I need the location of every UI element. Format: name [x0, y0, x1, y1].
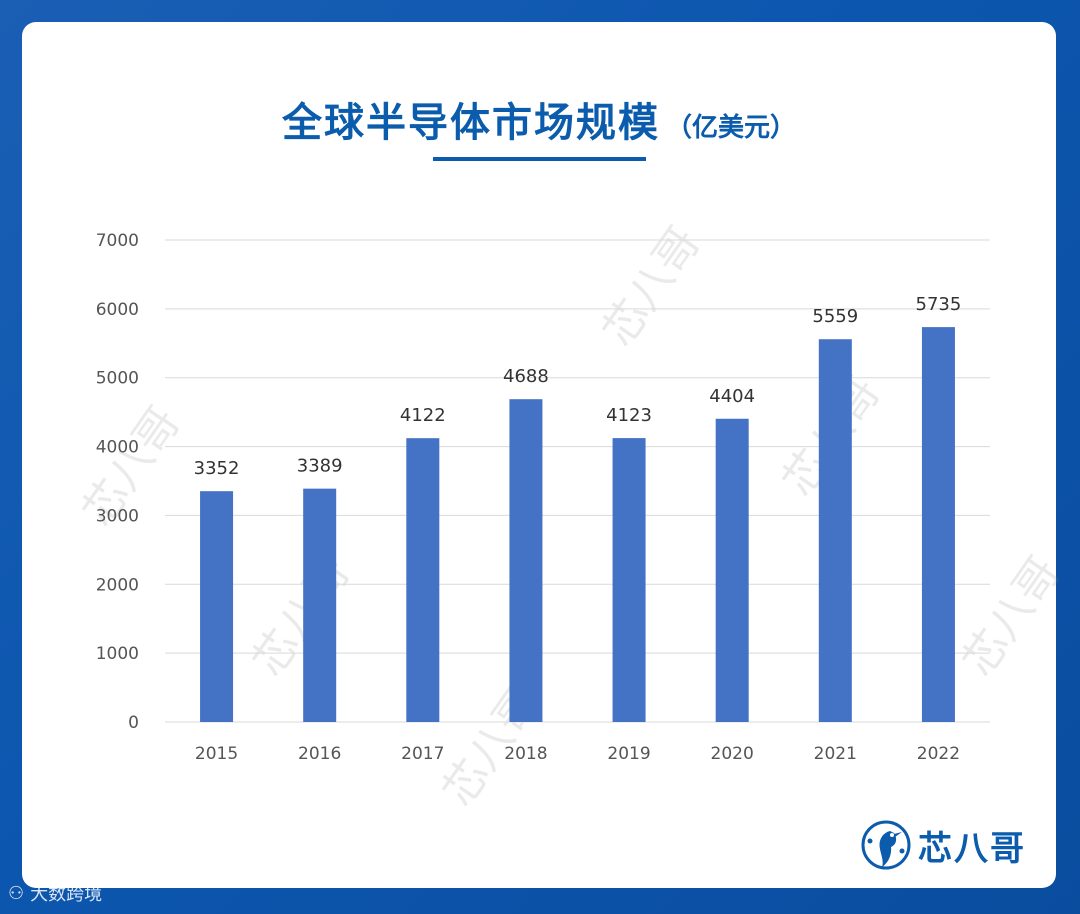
bar	[509, 399, 543, 722]
x-tick-label: 2019	[607, 744, 650, 764]
x-tick-label: 2018	[504, 744, 547, 764]
x-tick-label: 2022	[917, 744, 960, 764]
x-tick-label: 2017	[401, 744, 444, 764]
bar	[921, 327, 955, 722]
bar	[715, 418, 749, 722]
footer-text: 大数跨境	[30, 884, 103, 905]
title-underline	[433, 157, 646, 161]
bar	[303, 488, 337, 722]
y-tick-label: 6000	[96, 300, 139, 320]
y-tick-label: 5000	[96, 369, 139, 389]
y-tick-label: 1000	[96, 644, 139, 664]
y-tick-label: 0	[128, 713, 139, 733]
bar	[406, 438, 440, 722]
y-tick-label: 3000	[96, 506, 139, 526]
bar	[200, 491, 234, 722]
logo-text: 芯八哥	[918, 828, 1026, 869]
title-main: 全球半导体市场规模	[281, 100, 660, 146]
footer-watermark: ⚇ 大数跨境	[8, 880, 102, 906]
y-tick-label: 7000	[96, 231, 139, 251]
bar	[818, 339, 852, 722]
x-tick-label: 2016	[298, 744, 341, 764]
data-label: 4123	[606, 405, 652, 426]
y-tick-label: 4000	[96, 438, 139, 458]
bar	[612, 438, 646, 722]
bird-logo-icon	[861, 820, 911, 870]
x-tick-label: 2021	[814, 744, 857, 764]
x-tick-label: 2015	[195, 744, 238, 764]
x-tick-label: 2020	[711, 744, 754, 764]
y-tick-label: 2000	[96, 575, 139, 595]
brand-logo: 芯八哥	[860, 817, 1026, 873]
title-unit: （亿美元）	[665, 113, 796, 143]
data-label: 5735	[916, 294, 962, 315]
data-label: 4122	[400, 405, 446, 426]
data-label: 4404	[709, 386, 755, 407]
chart-title: 全球半导体市场规模 （亿美元）	[22, 90, 1056, 148]
data-label: 3389	[297, 456, 343, 477]
weibo-icon: ⚇	[8, 882, 25, 904]
data-label: 4688	[503, 366, 549, 387]
data-label: 5559	[812, 306, 858, 327]
data-label: 3352	[194, 458, 240, 479]
